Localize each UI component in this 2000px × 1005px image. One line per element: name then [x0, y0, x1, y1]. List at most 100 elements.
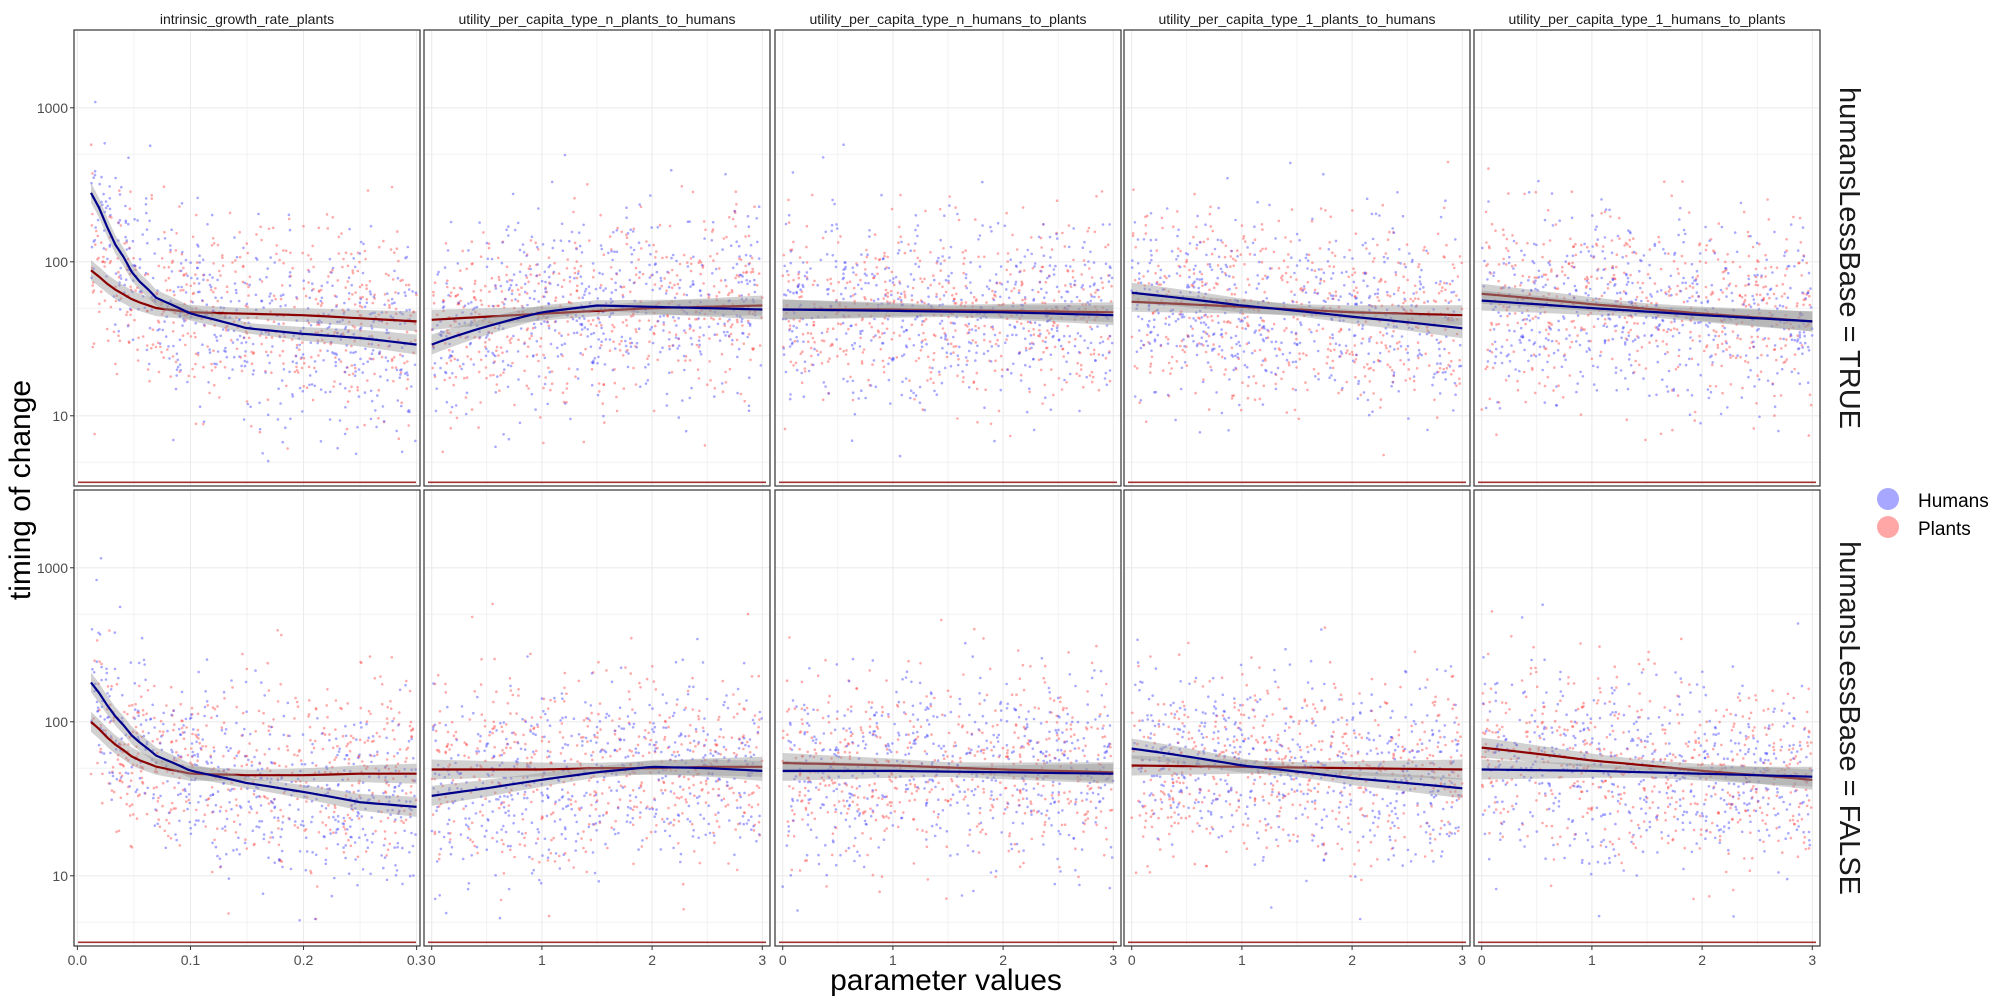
scatter-point-plants — [1193, 193, 1196, 196]
scatter-point-humans — [1318, 268, 1321, 271]
scatter-point-plants — [1145, 232, 1148, 235]
scatter-point-plants — [1333, 349, 1336, 352]
scatter-point-humans — [1677, 234, 1680, 237]
scatter-point-humans — [549, 371, 552, 374]
scatter-point-plants — [609, 235, 612, 238]
scatter-point-plants — [1038, 335, 1041, 338]
scatter-point-plants — [1243, 235, 1246, 238]
scatter-point-plants — [1491, 343, 1494, 346]
scatter-point-plants — [530, 335, 533, 338]
scatter-point-humans — [1137, 262, 1140, 265]
scatter-point-humans — [502, 433, 505, 436]
scatter-point-humans — [1033, 265, 1036, 268]
scatter-point-plants — [880, 348, 883, 351]
scatter-point-humans — [804, 275, 807, 278]
scatter-point-humans — [892, 358, 895, 361]
scatter-point-humans — [884, 294, 887, 297]
scatter-point-humans — [871, 273, 874, 276]
scatter-point-plants — [1273, 251, 1276, 254]
scatter-point-humans — [675, 336, 678, 339]
scatter-point-plants — [1436, 416, 1439, 419]
scatter-point-plants — [1629, 274, 1632, 277]
scatter-point-humans — [1665, 293, 1668, 296]
scatter-point-plants — [897, 292, 900, 295]
scatter-point-humans — [354, 375, 357, 378]
scatter-point-plants — [192, 236, 195, 239]
scatter-point-humans — [1209, 266, 1212, 269]
scatter-point-plants — [347, 265, 350, 268]
scatter-point-plants — [580, 265, 583, 268]
scatter-point-humans — [310, 341, 313, 344]
scatter-point-humans — [362, 243, 365, 246]
scatter-point-humans — [1352, 360, 1355, 363]
scatter-point-plants — [183, 274, 186, 277]
scatter-point-plants — [1768, 218, 1771, 221]
scatter-point-humans — [1053, 273, 1056, 276]
scatter-point-plants — [963, 257, 966, 260]
scatter-point-plants — [798, 296, 801, 299]
scatter-point-humans — [1452, 409, 1455, 412]
scatter-point-humans — [1234, 354, 1237, 357]
scatter-point-plants — [259, 431, 262, 434]
scatter-point-plants — [142, 335, 145, 338]
scatter-point-humans — [264, 371, 267, 374]
scatter-point-humans — [1303, 285, 1306, 288]
scatter-point-humans — [672, 316, 675, 319]
scatter-point-humans — [314, 385, 317, 388]
scatter-point-plants — [974, 325, 977, 328]
scatter-point-humans — [1260, 333, 1263, 336]
scatter-point-plants — [1391, 369, 1394, 372]
scatter-point-plants — [1732, 330, 1735, 333]
scatter-point-humans — [1343, 256, 1346, 259]
scatter-point-humans — [1180, 388, 1183, 391]
scatter-point-humans — [676, 347, 679, 350]
scatter-point-humans — [542, 243, 545, 246]
scatter-point-humans — [1334, 379, 1337, 382]
scatter-point-plants — [114, 363, 117, 366]
scatter-point-plants — [307, 254, 310, 257]
scatter-point-humans — [1150, 331, 1153, 334]
scatter-point-humans — [1083, 241, 1086, 244]
scatter-point-humans — [1597, 238, 1600, 241]
scatter-point-plants — [1329, 343, 1332, 346]
scatter-point-humans — [97, 219, 100, 222]
scatter-point-plants — [593, 269, 596, 272]
scatter-point-humans — [1065, 360, 1068, 363]
scatter-point-humans — [749, 255, 752, 258]
scatter-point-humans — [1183, 345, 1186, 348]
scatter-point-humans — [554, 329, 557, 332]
scatter-point-plants — [361, 296, 364, 299]
scatter-point-plants — [434, 281, 437, 284]
scatter-point-plants — [1247, 385, 1250, 388]
scatter-point-humans — [650, 226, 653, 229]
scatter-point-humans — [450, 221, 453, 224]
scatter-point-plants — [1102, 287, 1105, 290]
scatter-point-humans — [597, 317, 600, 320]
scatter-point-plants — [716, 252, 719, 255]
scatter-point-humans — [1418, 349, 1421, 352]
scatter-point-humans — [494, 284, 497, 287]
scatter-point-humans — [918, 265, 921, 268]
scatter-point-humans — [816, 284, 819, 287]
scatter-point-humans — [119, 274, 122, 277]
scatter-point-plants — [465, 346, 468, 349]
scatter-point-plants — [1755, 402, 1758, 405]
scatter-point-plants — [1628, 239, 1631, 242]
scatter-point-humans — [659, 287, 662, 290]
scatter-point-plants — [884, 281, 887, 284]
scatter-point-plants — [1254, 350, 1257, 353]
scatter-point-plants — [648, 340, 651, 343]
scatter-point-humans — [240, 342, 243, 345]
scatter-point-humans — [1104, 377, 1107, 380]
scatter-point-humans — [1063, 379, 1066, 382]
scatter-point-plants — [1717, 344, 1720, 347]
scatter-point-plants — [732, 218, 735, 221]
scatter-point-humans — [1199, 271, 1202, 274]
scatter-point-humans — [356, 426, 359, 429]
scatter-point-humans — [408, 309, 411, 312]
scatter-point-plants — [1396, 342, 1399, 345]
scatter-point-plants — [1609, 281, 1612, 284]
scatter-point-humans — [526, 304, 529, 307]
scatter-point-plants — [1397, 348, 1400, 351]
scatter-point-humans — [850, 295, 853, 298]
